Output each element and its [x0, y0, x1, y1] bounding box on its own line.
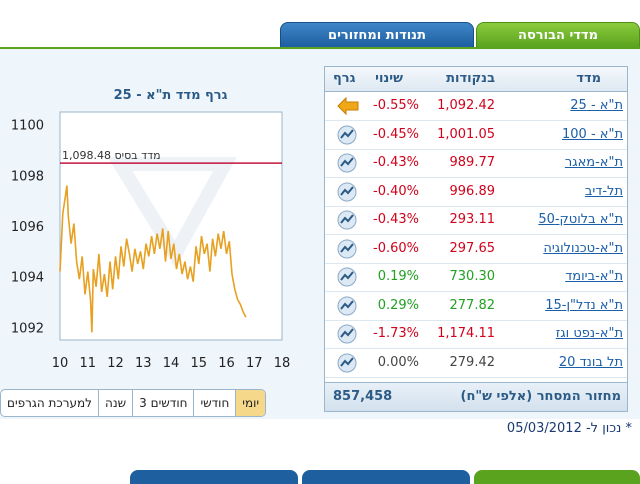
- bottom-tab-2[interactable]: [302, 470, 470, 484]
- chart-icon[interactable]: [337, 153, 357, 173]
- index-change: 0.19%: [377, 269, 419, 284]
- tab-movements-turnover-label: תנודות ומחזורים: [328, 27, 426, 43]
- turnover-label: מחזור המסחר (אלפי ש"ח): [460, 389, 622, 404]
- index-change: -0.60%: [373, 240, 419, 256]
- x-tick-label: 10: [52, 356, 69, 371]
- table-row: ת"א-ביומד 730.30 0.19%: [325, 263, 627, 292]
- index-change: -0.43%: [373, 212, 419, 227]
- index-change: -0.40%: [373, 183, 419, 199]
- index-change: 0.00%: [377, 354, 419, 370]
- range-daily-button[interactable]: יומי: [235, 390, 266, 416]
- chart-icon[interactable]: [337, 210, 357, 230]
- index-points: 1,174.11: [437, 326, 495, 341]
- y-tick-label: 1096: [11, 220, 44, 235]
- index-points: 730.30: [449, 269, 496, 284]
- as-of-note: * נכון ל- 05/03/2012: [506, 421, 632, 436]
- tab-underline: [0, 47, 640, 49]
- table-row: ת"א-טכנולוגיה 297.65 -0.60%: [325, 235, 627, 264]
- index-name-link[interactable]: ת"א - 100: [562, 126, 623, 142]
- chart-icon[interactable]: [337, 296, 357, 316]
- x-tick-label: 18: [274, 356, 291, 371]
- header-graph: גרף: [333, 71, 356, 86]
- index-name-link[interactable]: ת"א - 25: [570, 98, 623, 113]
- x-tick-label: 16: [218, 356, 235, 371]
- chart-icon[interactable]: [337, 353, 357, 373]
- header-index: מדד: [576, 71, 601, 86]
- index-points: 996.89: [449, 183, 496, 199]
- chart-icon[interactable]: [337, 125, 357, 145]
- header-points: בנקודות: [446, 71, 495, 86]
- table-row: ת"א-מאגר 989.77 -0.43%: [325, 149, 627, 178]
- index-name-link[interactable]: ת"א בלוטק-50: [538, 212, 623, 227]
- x-tick-label: 17: [246, 356, 263, 371]
- arrow-left-icon[interactable]: [337, 96, 359, 116]
- y-tick-label: 1092: [11, 321, 44, 336]
- bottom-tab-3[interactable]: [474, 470, 640, 484]
- range-graph-system-button[interactable]: למערכת הגרפים: [7, 396, 93, 410]
- indices-table: מדד בנקודות שינוי גרף ת"א - 25 1,092.42 -0…: [324, 66, 628, 412]
- index-name-link[interactable]: תל-דיב: [584, 183, 623, 199]
- index-points: 1,092.42: [437, 98, 495, 113]
- chart-icon[interactable]: [337, 267, 357, 287]
- index-points: 277.82: [449, 297, 496, 313]
- table-row: תל בונד 20 279.42 0.00%: [325, 349, 627, 378]
- watermark-logo: [107, 157, 237, 268]
- chart-title: גרף מדד ת"א - 25: [113, 88, 228, 103]
- range-monthly-button[interactable]: חודשי: [193, 390, 235, 416]
- index-change: -0.43%: [373, 155, 419, 170]
- index-points: 1,001.05: [437, 126, 495, 142]
- series-line: [59, 185, 247, 333]
- index-name-link[interactable]: ת"א-נפט וגז: [555, 326, 623, 341]
- table-header: מדד בנקודות שינוי גרף: [325, 67, 627, 92]
- index-change: 0.29%: [377, 297, 419, 313]
- x-tick-label: 12: [107, 356, 124, 371]
- table-row: ת"א בלוטק-50 293.11 -0.43%: [325, 206, 627, 235]
- chart-icon[interactable]: [337, 239, 357, 259]
- index-change: -1.73%: [373, 326, 419, 341]
- chart-plot-area: [59, 111, 283, 341]
- x-tick-label: 13: [135, 356, 152, 371]
- index-name-link[interactable]: ת"א-ביומד: [565, 269, 623, 284]
- x-tick-label: 15: [190, 356, 207, 371]
- tab-movements-turnover[interactable]: תנודות ומחזורים: [280, 22, 474, 48]
- x-tick-label: 14: [163, 356, 180, 371]
- turnover-value: 857,458: [333, 389, 393, 404]
- index-points: 989.77: [449, 155, 496, 170]
- y-tick-label: 1098: [11, 169, 44, 184]
- chart-icon[interactable]: [337, 182, 357, 202]
- index-name-link[interactable]: ת"א-טכנולוגיה: [543, 240, 623, 256]
- y-tick-label: 1100: [11, 119, 44, 134]
- table-row: ת"א-נפט וגז 1,174.11 -1.73%: [325, 320, 627, 349]
- index-chart: מדד בסיס 1,098.48 1092 1094 1096 1098 1100 1…: [11, 111, 291, 371]
- index-points: 293.11: [449, 212, 496, 227]
- table-row: ת"א נדל"ן-15 277.82 0.29%: [325, 292, 627, 321]
- range-year-button[interactable]: שנה: [98, 390, 132, 416]
- table-row: תל-דיב 996.89 -0.40%: [325, 178, 627, 207]
- index-name-link[interactable]: ת"א-מאגר: [564, 155, 623, 170]
- index-points: 279.42: [449, 354, 496, 370]
- tab-market-indices-label: מדדי הבורסה: [518, 27, 598, 43]
- x-tick-label: 11: [79, 356, 96, 371]
- index-name-link[interactable]: ת"א נדל"ן-15: [545, 297, 623, 313]
- index-change: -0.55%: [373, 98, 419, 113]
- turnover-row: מחזור המסחר (אלפי ש"ח) 857,458: [325, 382, 627, 411]
- index-change: -0.45%: [373, 126, 419, 142]
- table-row: ת"א - 25 1,092.42 -0.55%: [325, 92, 627, 121]
- tab-market-indices[interactable]: מדדי הבורסה: [476, 22, 640, 48]
- table-row: ת"א - 100 1,001.05 -0.45%: [325, 121, 627, 150]
- bottom-tab-1[interactable]: [130, 470, 298, 484]
- y-tick-label: 1094: [11, 271, 44, 286]
- index-name-link[interactable]: תל בונד 20: [558, 354, 623, 370]
- base-index-label: מדד בסיס 1,098.48: [62, 149, 161, 162]
- range-3months-button[interactable]: 3 חודשים: [132, 390, 193, 416]
- index-points: 297.65: [449, 240, 496, 256]
- header-change: שינוי: [375, 71, 403, 86]
- range-selector: למערכת הגרפים שנה 3 חודשים חודשי יומי: [0, 389, 267, 417]
- chart-icon[interactable]: [337, 324, 357, 344]
